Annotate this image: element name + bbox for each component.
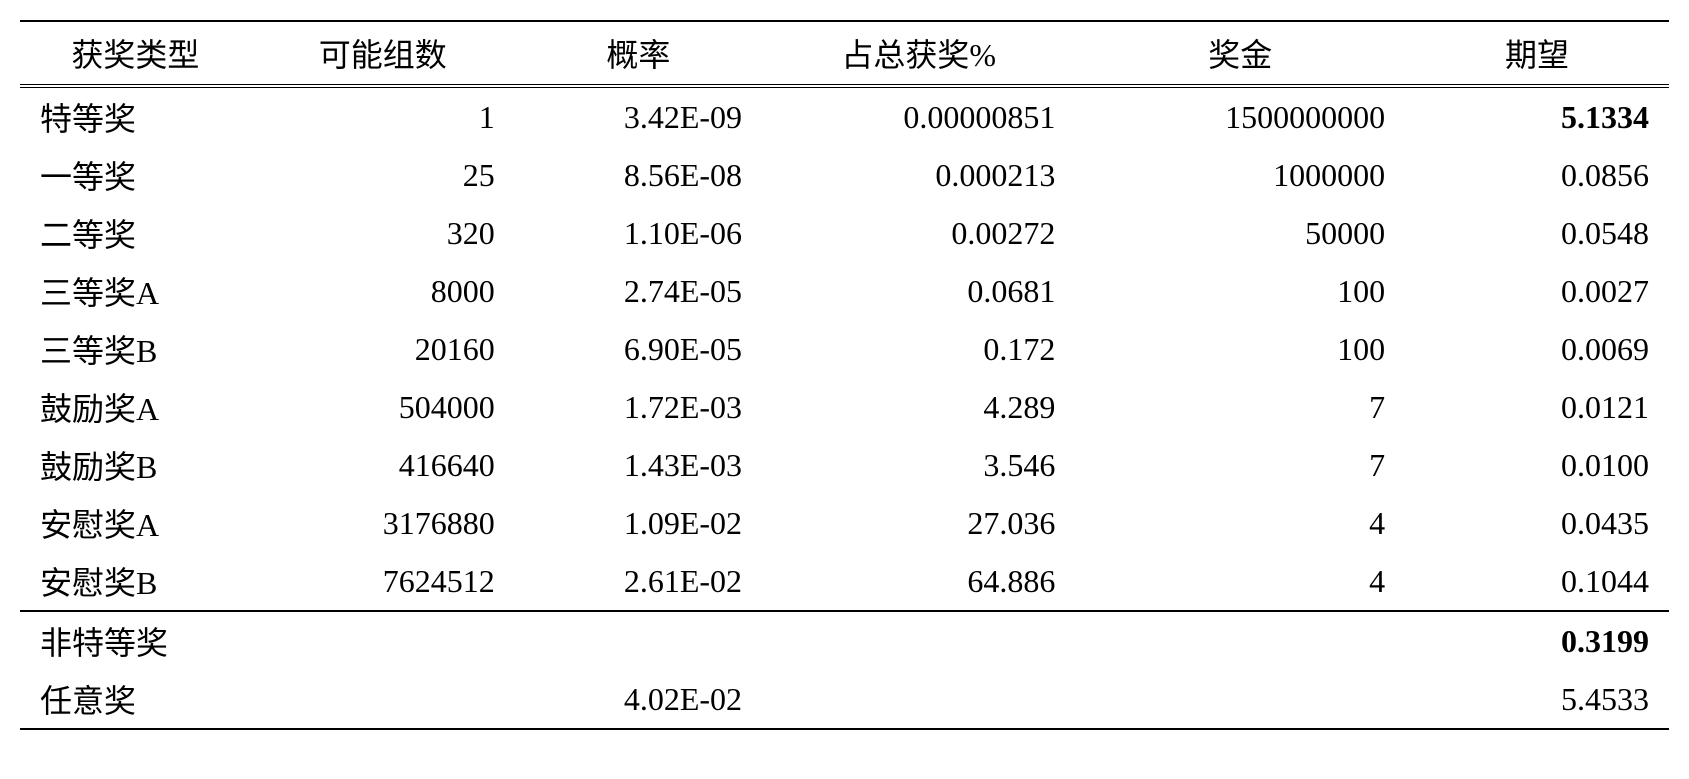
table-cell: 504000 xyxy=(251,378,515,436)
table-cell: 安慰奖B xyxy=(20,552,251,611)
table-cell: 0.0100 xyxy=(1405,436,1669,494)
table-cell: 3.546 xyxy=(762,436,1075,494)
table-cell: 0.00000851 xyxy=(762,86,1075,146)
table-cell: 4 xyxy=(1075,494,1405,552)
table-cell: 0.0681 xyxy=(762,262,1075,320)
table-cell: 0.0027 xyxy=(1405,262,1669,320)
table-cell: 100 xyxy=(1075,262,1405,320)
table-cell xyxy=(251,611,515,670)
table-row: 非特等奖 0.3199 xyxy=(20,611,1669,670)
table-cell: 27.036 xyxy=(762,494,1075,552)
table-cell: 1000000 xyxy=(1075,146,1405,204)
table-cell: 4 xyxy=(1075,552,1405,611)
table-cell: 4.289 xyxy=(762,378,1075,436)
table-cell xyxy=(515,611,762,670)
table-cell: 0.1044 xyxy=(1405,552,1669,611)
table-cell: 一等奖 xyxy=(20,146,251,204)
table-cell xyxy=(251,670,515,729)
table-row: 一等奖258.56E-080.00021310000000.0856 xyxy=(20,146,1669,204)
table-cell: 2.74E-05 xyxy=(515,262,762,320)
table-cell: 8.56E-08 xyxy=(515,146,762,204)
table-cell: 0.0069 xyxy=(1405,320,1669,378)
table-row: 二等奖3201.10E-060.00272500000.0548 xyxy=(20,204,1669,262)
col-header-combinations: 可能组数 xyxy=(251,21,515,86)
table-cell: 8000 xyxy=(251,262,515,320)
lottery-prize-table: 获奖类型 可能组数 概率 占总获奖% 奖金 期望 特等奖13.42E-090.0… xyxy=(20,20,1669,730)
table-cell: 7 xyxy=(1075,436,1405,494)
table-cell xyxy=(1075,670,1405,729)
table-cell: 0.000213 xyxy=(762,146,1075,204)
table-cell: 0.0548 xyxy=(1405,204,1669,262)
table-cell: 任意奖 xyxy=(20,670,251,729)
table-cell: 5.4533 xyxy=(1405,670,1669,729)
table-row: 特等奖13.42E-090.0000085115000000005.1334 xyxy=(20,86,1669,146)
table-cell: 0.00272 xyxy=(762,204,1075,262)
table-cell: 鼓励奖A xyxy=(20,378,251,436)
table-cell xyxy=(762,611,1075,670)
table-row: 任意奖 4.02E-02 5.4533 xyxy=(20,670,1669,729)
table-cell: 1500000000 xyxy=(1075,86,1405,146)
table-cell xyxy=(762,670,1075,729)
table-row: 安慰奖A31768801.09E-0227.03640.0435 xyxy=(20,494,1669,552)
col-header-type: 获奖类型 xyxy=(20,21,251,86)
table-cell: 6.90E-05 xyxy=(515,320,762,378)
table-cell: 100 xyxy=(1075,320,1405,378)
table-cell: 2.61E-02 xyxy=(515,552,762,611)
table-cell: 特等奖 xyxy=(20,86,251,146)
col-header-probability: 概率 xyxy=(515,21,762,86)
table-row: 安慰奖B76245122.61E-0264.88640.1044 xyxy=(20,552,1669,611)
table-cell: 416640 xyxy=(251,436,515,494)
table-cell: 三等奖B xyxy=(20,320,251,378)
col-header-percent: 占总获奖% xyxy=(762,21,1075,86)
table-cell: 64.886 xyxy=(762,552,1075,611)
table-header-row: 获奖类型 可能组数 概率 占总获奖% 奖金 期望 xyxy=(20,21,1669,86)
col-header-expectation: 期望 xyxy=(1405,21,1669,86)
table-cell: 0.0856 xyxy=(1405,146,1669,204)
table-row: 三等奖B201606.90E-050.1721000.0069 xyxy=(20,320,1669,378)
table-cell: 二等奖 xyxy=(20,204,251,262)
col-header-prize: 奖金 xyxy=(1075,21,1405,86)
table-body: 特等奖13.42E-090.0000085115000000005.1334一等… xyxy=(20,86,1669,729)
table-cell: 1.72E-03 xyxy=(515,378,762,436)
table-cell: 20160 xyxy=(251,320,515,378)
table-cell: 三等奖A xyxy=(20,262,251,320)
table-cell: 5.1334 xyxy=(1405,86,1669,146)
table-row: 鼓励奖B4166401.43E-033.54670.0100 xyxy=(20,436,1669,494)
table-cell: 非特等奖 xyxy=(20,611,251,670)
table-row: 鼓励奖A5040001.72E-034.28970.0121 xyxy=(20,378,1669,436)
table-cell: 0.0121 xyxy=(1405,378,1669,436)
table-cell: 0.172 xyxy=(762,320,1075,378)
table-cell: 1.09E-02 xyxy=(515,494,762,552)
table-cell: 320 xyxy=(251,204,515,262)
table-cell: 1.10E-06 xyxy=(515,204,762,262)
table-cell: 1.43E-03 xyxy=(515,436,762,494)
table-cell: 7624512 xyxy=(251,552,515,611)
table-cell: 3.42E-09 xyxy=(515,86,762,146)
table-cell xyxy=(1075,611,1405,670)
table-cell: 50000 xyxy=(1075,204,1405,262)
table-cell: 4.02E-02 xyxy=(515,670,762,729)
table-cell: 0.3199 xyxy=(1405,611,1669,670)
table-cell: 0.0435 xyxy=(1405,494,1669,552)
table-cell: 3176880 xyxy=(251,494,515,552)
table-cell: 鼓励奖B xyxy=(20,436,251,494)
table-cell: 1 xyxy=(251,86,515,146)
table-row: 三等奖A80002.74E-050.06811000.0027 xyxy=(20,262,1669,320)
table-cell: 7 xyxy=(1075,378,1405,436)
table-cell: 25 xyxy=(251,146,515,204)
table-cell: 安慰奖A xyxy=(20,494,251,552)
